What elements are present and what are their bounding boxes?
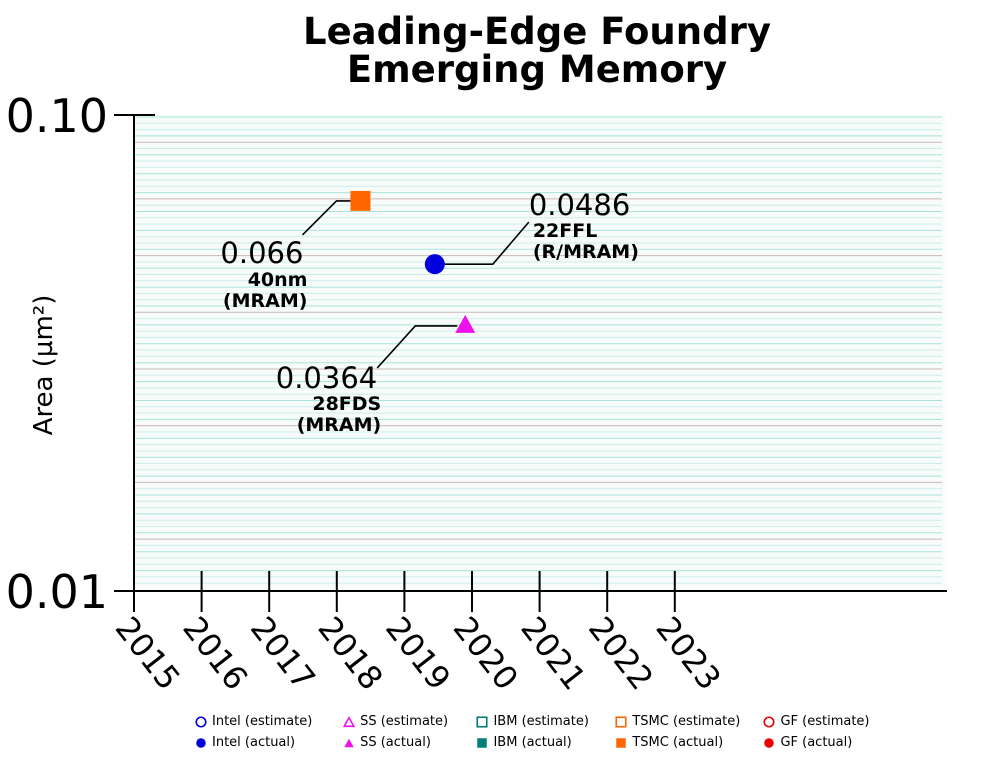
x-tick-label: 2018 <box>310 610 390 698</box>
legend-marker <box>195 715 207 728</box>
chart-title-line-1: Leading-Edge Foundry <box>303 10 771 53</box>
legend-item: TSMC (estimate) <box>615 714 751 729</box>
legend-marker-icon <box>477 737 488 748</box>
legend-label: GF (actual) <box>780 735 853 750</box>
legend-label: Intel (estimate) <box>212 714 313 729</box>
legend-marker-icon <box>763 715 776 728</box>
legend-label: GF (estimate) <box>780 714 870 729</box>
data-label-type: (MRAM) <box>223 290 308 312</box>
x-tick-label: 2017 <box>243 610 323 698</box>
legend-item: IBM (estimate) <box>476 714 603 729</box>
data-label-value: 0.0364 <box>276 361 377 395</box>
legend-label: TSMC (actual) <box>632 735 724 750</box>
legend-item: SS (estimate) <box>343 714 464 729</box>
legend-row: Intel (estimate) SS (estimate) IBM (estima… <box>195 711 895 732</box>
legend-marker-icon <box>196 737 206 748</box>
data-label-type: (MRAM) <box>297 414 382 436</box>
legend-item: IBM (actual) <box>476 735 603 750</box>
y-axis-label: Area (µm²) <box>29 295 59 436</box>
legend-item: TSMC (actual) <box>615 735 751 750</box>
data-label-node: 40nm <box>248 269 308 291</box>
data-point <box>350 190 371 211</box>
legend-label: IBM (actual) <box>493 735 572 750</box>
legend-marker-icon <box>476 715 489 728</box>
legend-item: GF (estimate) <box>763 714 883 729</box>
legend-row: Intel (actual) SS (actual) IBM (actual) TSM… <box>195 732 895 753</box>
legend-marker <box>344 738 354 747</box>
legend-label: SS (estimate) <box>360 714 449 729</box>
annotation-leader-line <box>301 200 351 236</box>
legend-marker <box>476 715 489 728</box>
x-tick-label: 2021 <box>513 610 593 698</box>
data-label-value: 0.0486 <box>529 188 630 222</box>
legend-label: SS (actual) <box>360 735 431 750</box>
legend-marker <box>763 715 776 728</box>
legend-marker <box>616 737 627 748</box>
data-label-type: (R/MRAM) <box>533 241 639 263</box>
legend-marker-icon <box>616 737 627 748</box>
annotation-leader-line <box>376 325 458 369</box>
legend-marker <box>343 715 356 727</box>
x-tick-label: 2019 <box>378 610 458 698</box>
legend-item: Intel (actual) <box>195 735 331 750</box>
chart-legend: Intel (estimate) SS (estimate) IBM (estima… <box>195 711 895 753</box>
legend-marker-icon <box>343 715 356 727</box>
x-tick-label: 2016 <box>175 610 255 698</box>
legend-label: TSMC (estimate) <box>632 714 741 729</box>
data-label-value: 0.066 <box>220 236 303 270</box>
legend-item: GF (actual) <box>763 735 883 750</box>
legend-item: Intel (estimate) <box>195 714 331 729</box>
legend-marker <box>764 737 775 748</box>
x-tick-label: 2020 <box>446 610 526 698</box>
annotation-leader-line <box>442 221 530 265</box>
legend-marker <box>615 715 627 728</box>
data-label-node: 22FFL <box>533 220 598 242</box>
x-tick-label: 2023 <box>648 610 728 698</box>
legend-label: Intel (actual) <box>212 735 296 750</box>
legend-marker-icon <box>344 738 354 747</box>
data-point <box>424 254 445 275</box>
x-tick-label: 2015 <box>108 610 188 698</box>
data-point <box>455 314 476 333</box>
legend-marker <box>477 737 488 748</box>
x-tick-label: 2022 <box>581 610 661 698</box>
legend-marker <box>196 737 206 748</box>
chart-title-line-2: Emerging Memory <box>346 48 728 91</box>
legend-marker-icon <box>615 715 627 728</box>
data-label-node: 28FDS <box>312 393 381 415</box>
legend-label: IBM (estimate) <box>493 714 589 729</box>
legend-marker-icon <box>764 737 775 748</box>
plot-background <box>134 115 945 591</box>
y-tick-label: 0.01 <box>6 565 108 619</box>
y-tick-label: 0.10 <box>6 89 108 143</box>
legend-item: SS (actual) <box>343 735 464 750</box>
legend-marker-icon <box>195 715 207 728</box>
